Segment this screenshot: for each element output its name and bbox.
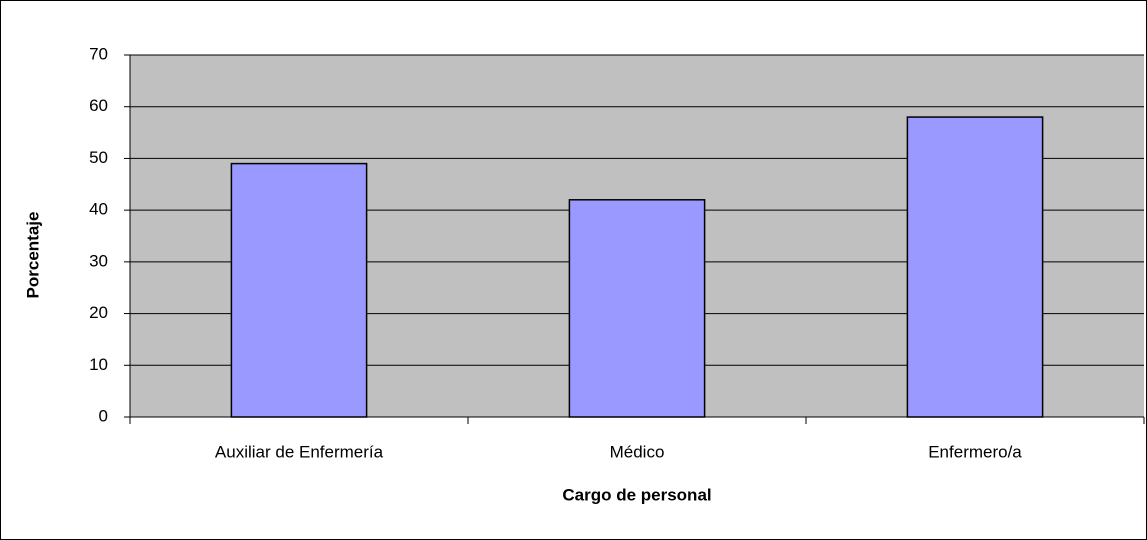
x-axis-label: Cargo de personal [562,485,711,504]
y-tick-label: 60 [89,96,108,115]
y-tick-label: 40 [89,200,108,219]
x-tick-label: Auxiliar de Enfermería [215,442,384,461]
y-tick-label: 70 [89,44,108,63]
x-tick-label: Enfermero/a [928,442,1022,461]
y-tick-label: 30 [89,251,108,270]
bar [568,199,706,418]
y-tick-label: 20 [89,303,108,322]
y-axis-label: Porcentaje [23,212,42,299]
bar [230,162,368,418]
bar [906,116,1044,418]
y-tick-label: 50 [89,148,108,167]
y-tick-label: 0 [99,406,108,425]
x-tick-label: Médico [610,442,665,461]
y-tick-label: 10 [89,355,108,374]
